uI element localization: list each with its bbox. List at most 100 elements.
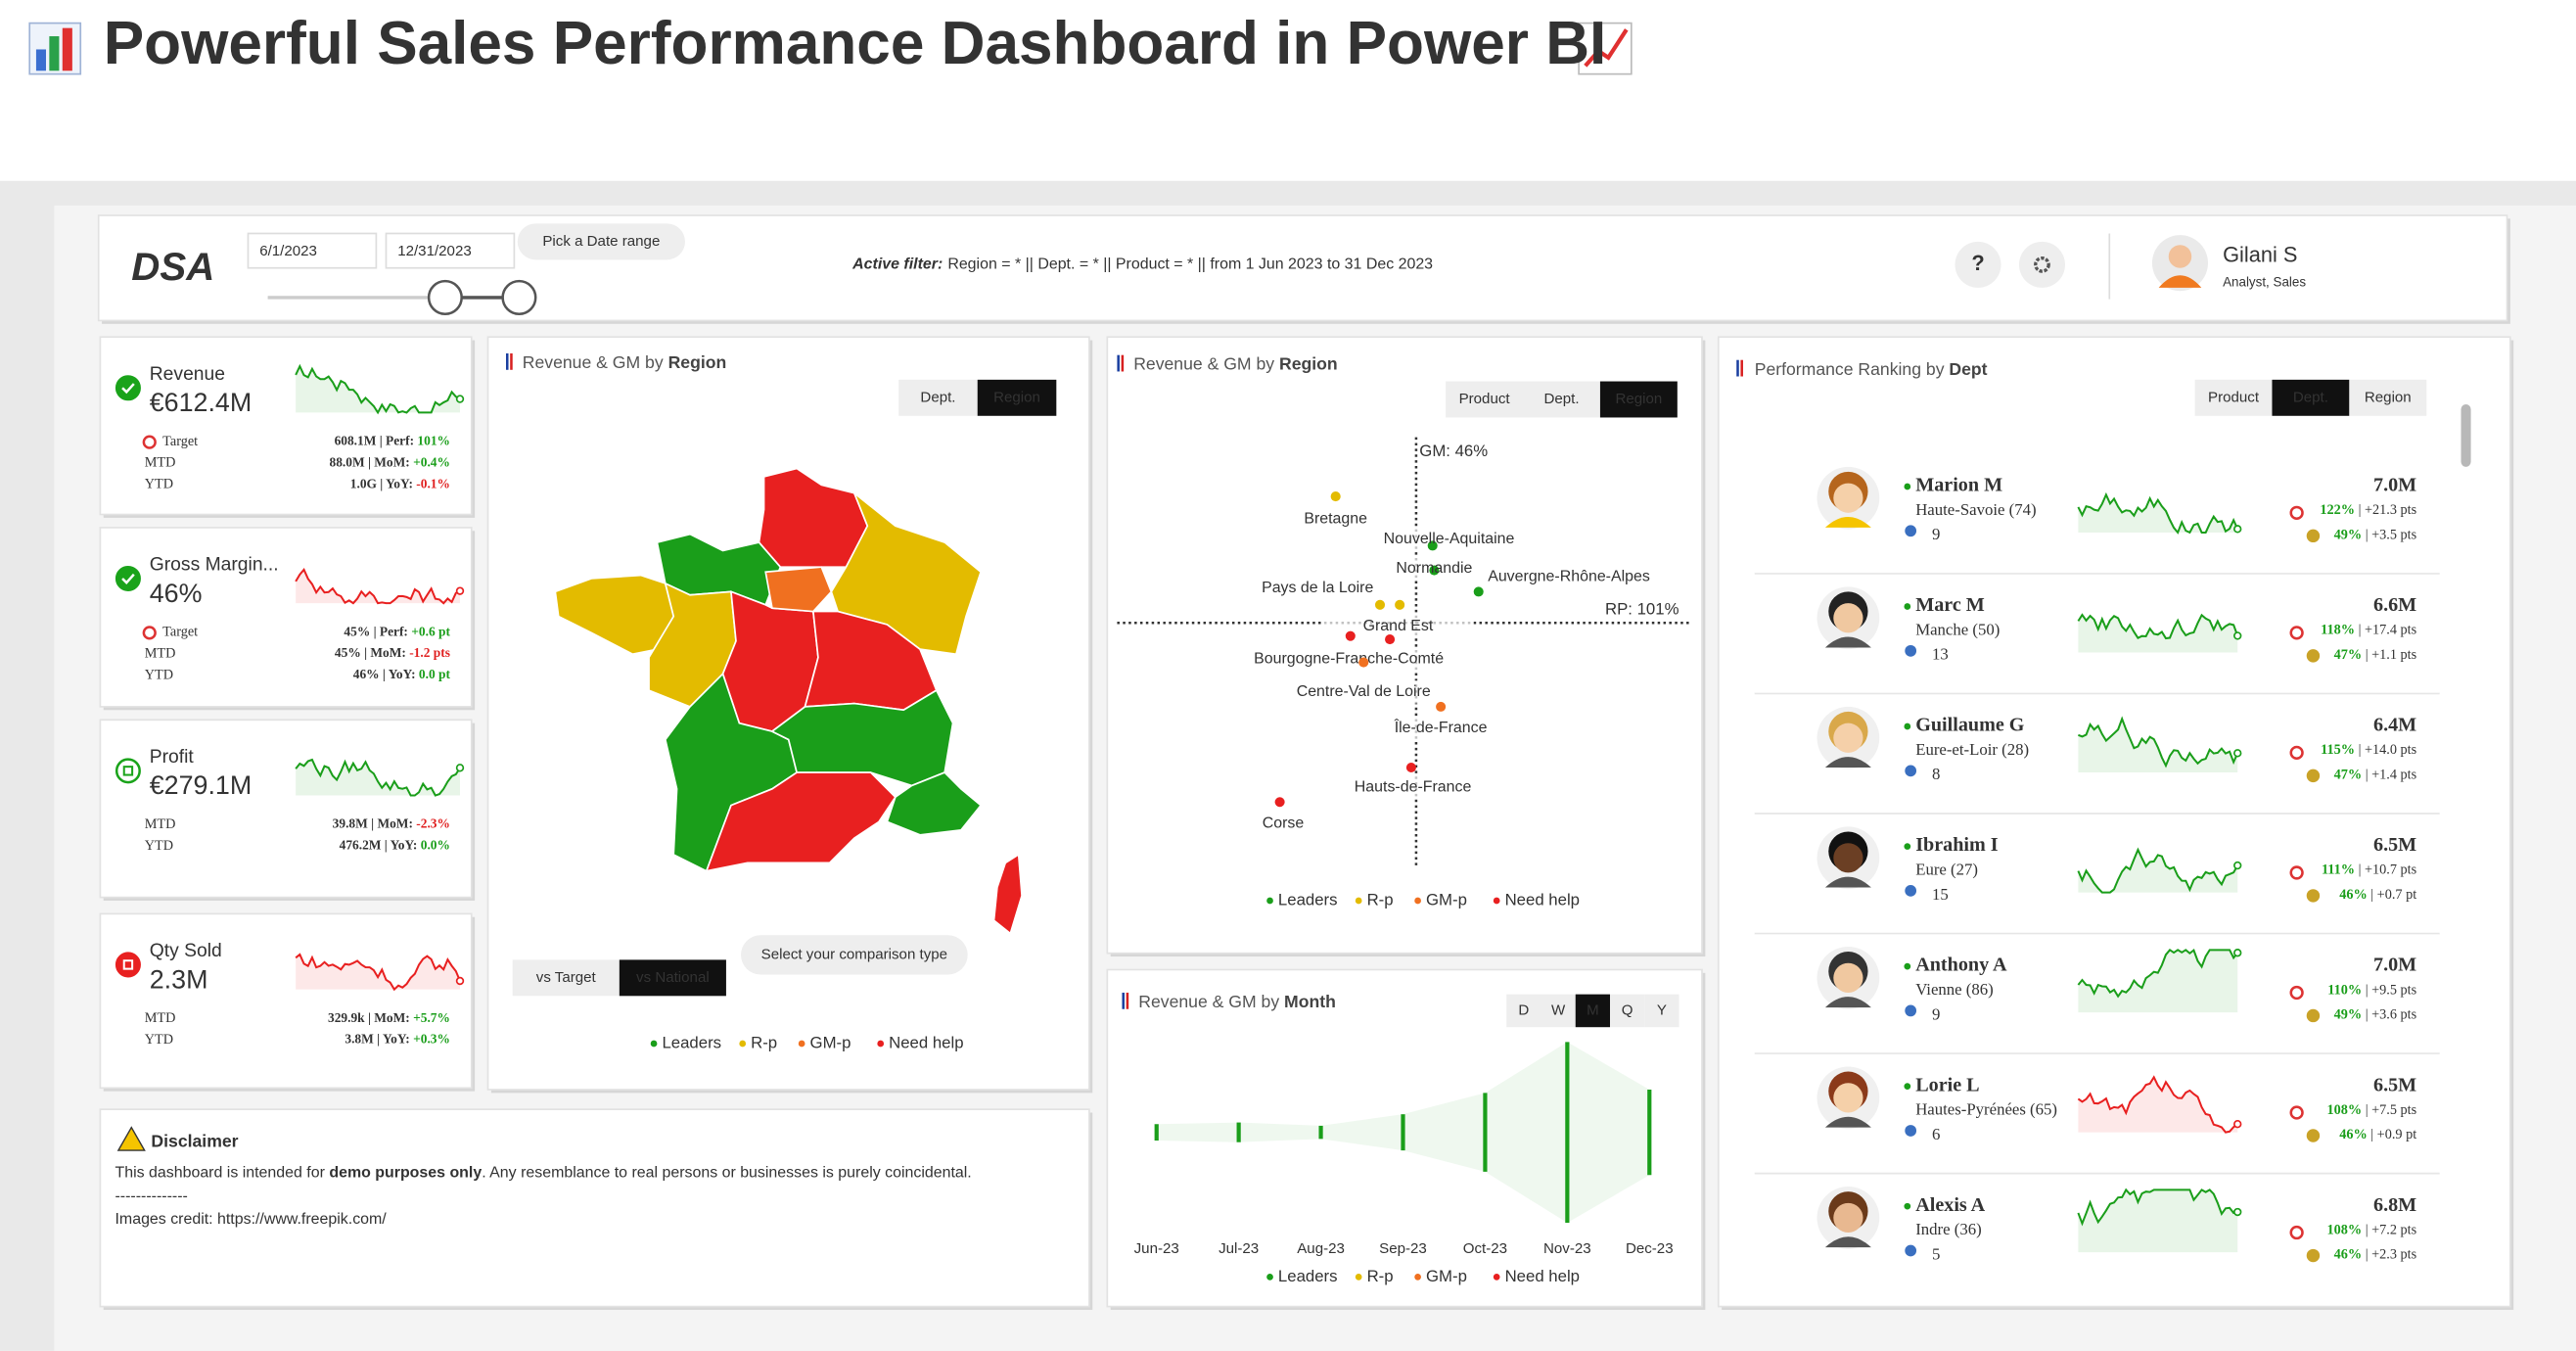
scatter-label-bg bbox=[1322, 614, 1474, 638]
avatar-face bbox=[1833, 603, 1863, 633]
tab-label: M bbox=[1587, 1002, 1599, 1018]
avatar-face bbox=[1833, 1202, 1863, 1234]
tab-button[interactable] bbox=[2349, 379, 2427, 416]
disclaimer-separator: -------------- bbox=[115, 1188, 188, 1204]
sparkline-end bbox=[2233, 1207, 2242, 1217]
tab-button[interactable] bbox=[1575, 994, 1610, 1028]
avatar-body bbox=[1824, 636, 1871, 648]
avatar-face bbox=[1833, 962, 1863, 993]
tab-button[interactable] bbox=[2194, 379, 2273, 416]
active-filter-part: Region = * || Dept. = * || Product = * |… bbox=[947, 256, 1433, 273]
kpi-row-label: YTD bbox=[145, 477, 173, 492]
person-gm: 46% | +0.7 pt bbox=[2339, 887, 2416, 903]
tab-button[interactable] bbox=[512, 959, 620, 997]
date-start-box[interactable] bbox=[247, 232, 378, 269]
flag-red bbox=[1740, 359, 1743, 377]
tab-button[interactable] bbox=[1610, 994, 1645, 1028]
map-region[interactable] bbox=[992, 853, 1023, 935]
tab-label: D bbox=[1518, 1002, 1529, 1018]
flag-blue bbox=[506, 353, 509, 370]
person-name: Marion M bbox=[1915, 475, 2002, 496]
person-rp-part: 115% bbox=[2321, 742, 2355, 758]
kpi-row-value-part: +5.7% bbox=[413, 1010, 450, 1025]
slider-handle-start[interactable] bbox=[427, 279, 463, 315]
tab-button[interactable] bbox=[1506, 994, 1541, 1028]
tab-button[interactable] bbox=[2272, 379, 2350, 416]
tab-button[interactable] bbox=[898, 379, 978, 416]
avatar-body bbox=[1824, 1116, 1871, 1128]
avatar-face bbox=[1833, 1083, 1863, 1113]
person-gm-part: | +1.1 pts bbox=[2362, 647, 2416, 663]
scatter-point[interactable] bbox=[1427, 540, 1438, 551]
tab-label: Product bbox=[1459, 391, 1511, 407]
tab-label: Y bbox=[1657, 1002, 1667, 1018]
scatter-label: Centre-Val de Loire bbox=[1297, 683, 1431, 700]
kpi-row-label: YTD bbox=[145, 1032, 173, 1048]
sparkline-end bbox=[455, 764, 465, 772]
person-count: 9 bbox=[1932, 1004, 1940, 1023]
slider-handle-end[interactable] bbox=[501, 279, 537, 315]
scatter-point[interactable] bbox=[1473, 586, 1484, 597]
status-dot bbox=[1904, 843, 1911, 850]
help-button[interactable] bbox=[1955, 241, 2001, 288]
scatter-point[interactable] bbox=[1385, 634, 1396, 645]
tab-label: Region bbox=[1615, 391, 1662, 407]
scatter-point[interactable] bbox=[1345, 630, 1356, 641]
scatter-point[interactable] bbox=[1374, 599, 1386, 610]
sparkline bbox=[2077, 847, 2239, 894]
tab-button[interactable] bbox=[1599, 381, 1678, 418]
disclaimer-text-part: This dashboard is intended for bbox=[115, 1165, 330, 1182]
settings-button[interactable] bbox=[2018, 241, 2065, 288]
legend-dot bbox=[1266, 1274, 1273, 1281]
tab-button[interactable] bbox=[1541, 994, 1576, 1028]
person-gm-part: | +1.4 pts bbox=[2362, 768, 2416, 783]
sparkline bbox=[295, 363, 461, 415]
month-label: Aug-23 bbox=[1297, 1240, 1345, 1257]
compare-hint: Select your comparison type bbox=[761, 946, 947, 962]
scatter-point[interactable] bbox=[1436, 701, 1447, 712]
kpi-value: 46% bbox=[150, 579, 203, 608]
map-region[interactable] bbox=[886, 771, 983, 836]
scatter-label-bg bbox=[1242, 577, 1394, 600]
scatter-point[interactable] bbox=[1274, 797, 1285, 808]
scatter-point bbox=[1395, 599, 1405, 610]
status-dot bbox=[1904, 1202, 1911, 1210]
user-face bbox=[2168, 245, 2192, 268]
person-rp-part: | +7.5 pts bbox=[2362, 1102, 2416, 1118]
person-dept: Indre (36) bbox=[1915, 1220, 1982, 1238]
user-body bbox=[2158, 275, 2202, 288]
disclaimer-title: Disclaimer bbox=[151, 1131, 238, 1150]
scatter-point[interactable] bbox=[1358, 657, 1369, 668]
scatter-label-bg bbox=[1288, 680, 1440, 704]
scatter-point[interactable] bbox=[1330, 491, 1341, 502]
map-region[interactable] bbox=[764, 566, 833, 613]
person-rp: 108% | +7.2 pts bbox=[2327, 1223, 2417, 1238]
tab-button[interactable] bbox=[1644, 994, 1679, 1028]
sparkline-end bbox=[2233, 631, 2242, 640]
tab-button[interactable] bbox=[977, 379, 1057, 416]
person-rp-part: 118% bbox=[2321, 623, 2355, 638]
person-name: Alexis A bbox=[1915, 1194, 1985, 1216]
scatter-label: Normandie bbox=[1396, 560, 1472, 577]
tab-button[interactable] bbox=[1446, 381, 1524, 418]
scrollbar[interactable] bbox=[2461, 404, 2471, 467]
scatter-label-bg bbox=[1207, 812, 1359, 835]
tab-button[interactable] bbox=[619, 959, 726, 997]
status-dot bbox=[1904, 1083, 1911, 1090]
person-icon bbox=[1905, 525, 1917, 537]
person-icon bbox=[1905, 765, 1917, 777]
avatar-body bbox=[1824, 1236, 1871, 1248]
date-end-box[interactable] bbox=[385, 232, 516, 269]
scatter-label-bg bbox=[1272, 647, 1425, 671]
map-title-part: Region bbox=[668, 352, 727, 372]
scatter-label: Auvergne-Rhône-Alpes bbox=[1488, 568, 1650, 584]
map-region[interactable] bbox=[705, 771, 897, 872]
scatter-title-part: Revenue & GM by bbox=[1133, 353, 1279, 373]
scatter-point[interactable] bbox=[1429, 565, 1440, 576]
person-rp: 108% | +7.5 pts bbox=[2327, 1102, 2417, 1118]
scatter-point[interactable] bbox=[1405, 762, 1416, 773]
sparkline-end bbox=[455, 395, 465, 403]
tab-button[interactable] bbox=[1523, 381, 1600, 418]
month-label: Oct-23 bbox=[1463, 1240, 1507, 1257]
